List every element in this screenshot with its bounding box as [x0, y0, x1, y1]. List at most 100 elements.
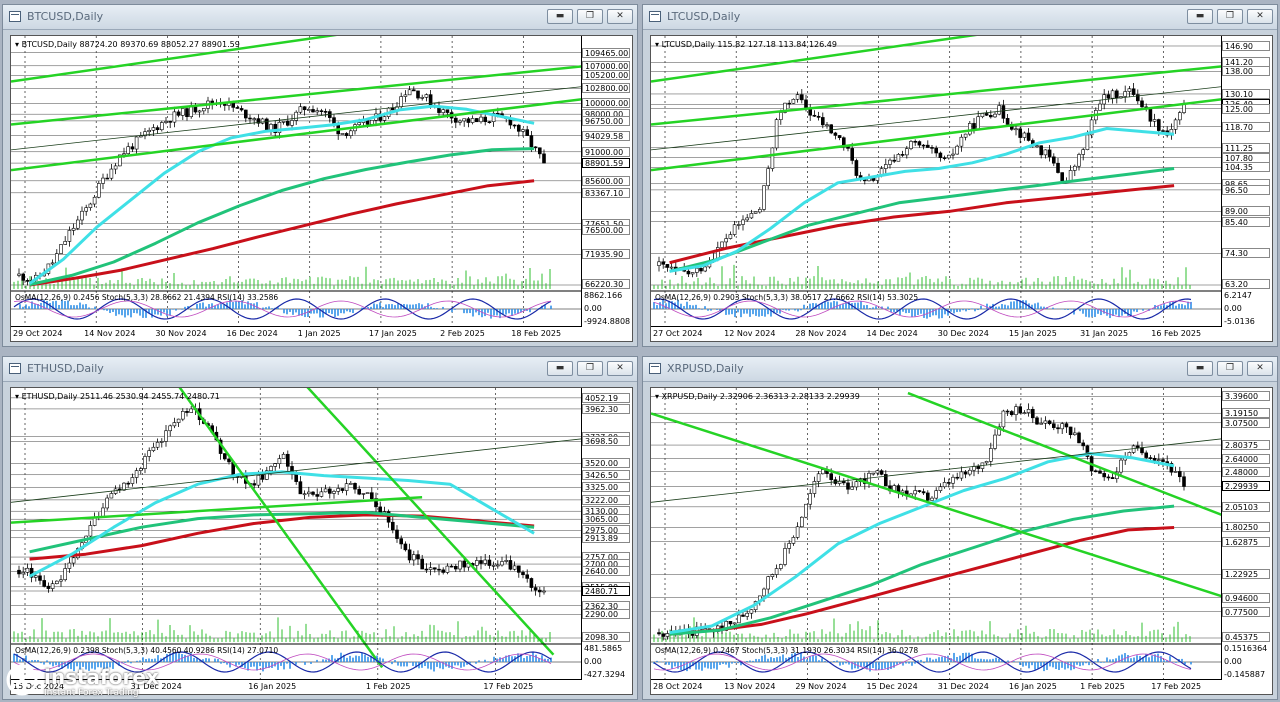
date-tick-label: 15 Dec 2024 [866, 682, 918, 691]
oscillator-tick-label: 8862.166 [584, 291, 623, 300]
candle-body [407, 549, 412, 561]
candle-body [1156, 119, 1161, 131]
minimize-button[interactable]: ▬ [547, 361, 573, 376]
chart-area[interactable]: BTCUSD,Daily 88724.20 89370.69 88052.27 … [10, 35, 633, 342]
price-tick-label: 2.80375 [1222, 440, 1270, 451]
oscillator-tick-label: -0.145887 [1224, 670, 1266, 679]
chart-area[interactable]: ETHUSD,Daily 2511.46 2530.94 2455.74 248… [10, 387, 633, 695]
price-tick-label: 109465.00 [582, 47, 630, 58]
window-titlebar[interactable]: LTCUSD,Daily ▬ ❐ ✕ [643, 5, 1277, 30]
candle-body [1077, 432, 1081, 444]
candle-body [445, 109, 450, 113]
candle-body [332, 491, 336, 494]
minimize-button[interactable]: ▬ [547, 9, 573, 24]
candle-body [1156, 459, 1161, 461]
candle-body [934, 490, 939, 499]
candle-body [959, 136, 964, 147]
candle-body [416, 554, 420, 560]
candle-body [951, 153, 955, 156]
restore-button[interactable]: ❐ [1217, 9, 1243, 24]
candle-body [374, 498, 378, 508]
candle-body [854, 160, 859, 176]
candle-body [728, 234, 733, 239]
candle-body [972, 123, 976, 130]
trend-line [907, 391, 1222, 517]
close-button[interactable]: ✕ [607, 361, 633, 376]
candle-body [967, 469, 972, 475]
restore-button[interactable]: ❐ [577, 9, 603, 24]
candle-body [816, 473, 821, 482]
candle-body [126, 146, 130, 154]
candle-body [913, 490, 918, 495]
candle-body [1131, 88, 1136, 95]
date-tick-label: 18 Feb 2025 [511, 329, 562, 338]
candle-body [42, 580, 47, 587]
price-tick-label: 104.35 [1222, 162, 1270, 173]
minimize-button[interactable]: ▬ [1187, 9, 1213, 24]
candle-body [25, 567, 30, 573]
candle-body [508, 560, 513, 570]
candle-body [353, 483, 357, 490]
candle-body [800, 94, 804, 101]
close-button[interactable]: ✕ [1247, 361, 1273, 376]
candle-body [428, 94, 433, 107]
candle-body [294, 111, 299, 121]
candle-body [821, 117, 825, 126]
date-axis: 27 Oct 2024 12 Nov 2024 28 Nov 2024 14 Dec … [651, 326, 1222, 341]
candle-body [277, 122, 282, 133]
candle-body [980, 113, 985, 118]
chart-window-btcusd: BTCUSD,Daily ▬ ❐ ✕ BTCUSD,Daily 88724.20… [2, 4, 638, 347]
window-titlebar[interactable]: ETHUSD,Daily ▬ ❐ ✕ [3, 357, 637, 382]
restore-button[interactable]: ❐ [1217, 361, 1243, 376]
candle-body [963, 471, 968, 475]
candle-body [988, 114, 993, 118]
candle-body [1177, 112, 1182, 121]
minimize-button[interactable]: ▬ [1187, 361, 1213, 376]
close-button[interactable]: ✕ [607, 9, 633, 24]
chart-window-icon [649, 363, 661, 374]
candle-body [197, 110, 202, 113]
candle-body [365, 492, 370, 494]
window-titlebar[interactable]: XRPUSD,Daily ▬ ❐ ✕ [643, 357, 1277, 382]
candle-body [516, 124, 521, 132]
candle-body [168, 425, 172, 432]
candle-body [741, 219, 745, 225]
candle-body [1026, 409, 1031, 413]
chart-area[interactable]: LTCUSD,Daily 115.82 127.18 113.84 126.49… [650, 35, 1273, 342]
candle-body [151, 446, 156, 451]
candle-body [369, 119, 374, 125]
candle-body [361, 493, 366, 495]
candle-body [323, 111, 328, 113]
candle-body [665, 264, 670, 268]
candle-body [424, 568, 429, 571]
candle-body [395, 529, 399, 539]
close-button[interactable]: ✕ [1247, 9, 1273, 24]
window-titlebar[interactable]: BTCUSD,Daily ▬ ❐ ✕ [3, 5, 637, 30]
candle-body [955, 476, 960, 479]
price-axis: 146.90141.20138.00130.10126.49125.00118.… [1221, 36, 1272, 341]
candle-body [512, 124, 517, 127]
price-chart [11, 36, 582, 327]
chart-area[interactable]: XRPUSD,Daily 2.32906 2.36313 2.28133 2.2… [650, 387, 1273, 695]
price-tick-label: 111.25 [1222, 142, 1270, 153]
candle-body [390, 521, 395, 531]
candle-body [938, 152, 943, 158]
candle-body [474, 118, 479, 123]
candle-body [416, 90, 420, 99]
price-tick-label: 2290.00 [582, 609, 630, 620]
candle-body [155, 441, 160, 448]
candle-body [762, 588, 766, 597]
candle-body [76, 219, 80, 229]
candle-body [779, 564, 783, 569]
candle-body [753, 211, 758, 214]
price-axis: 3.39600 3.19150 3.07500 2.80375 2.64000 2.480… [1221, 388, 1272, 694]
candle-body [1152, 119, 1157, 122]
candle-body [1043, 420, 1048, 424]
candle-body [1123, 91, 1128, 97]
oscillator-tick-label: 0.1516364 [1224, 644, 1268, 653]
candle-body [766, 168, 770, 187]
restore-button[interactable]: ❐ [577, 361, 603, 376]
price-tick-label: 107.80 [1222, 152, 1270, 163]
candle-body [846, 482, 850, 490]
candle-body [260, 474, 265, 480]
